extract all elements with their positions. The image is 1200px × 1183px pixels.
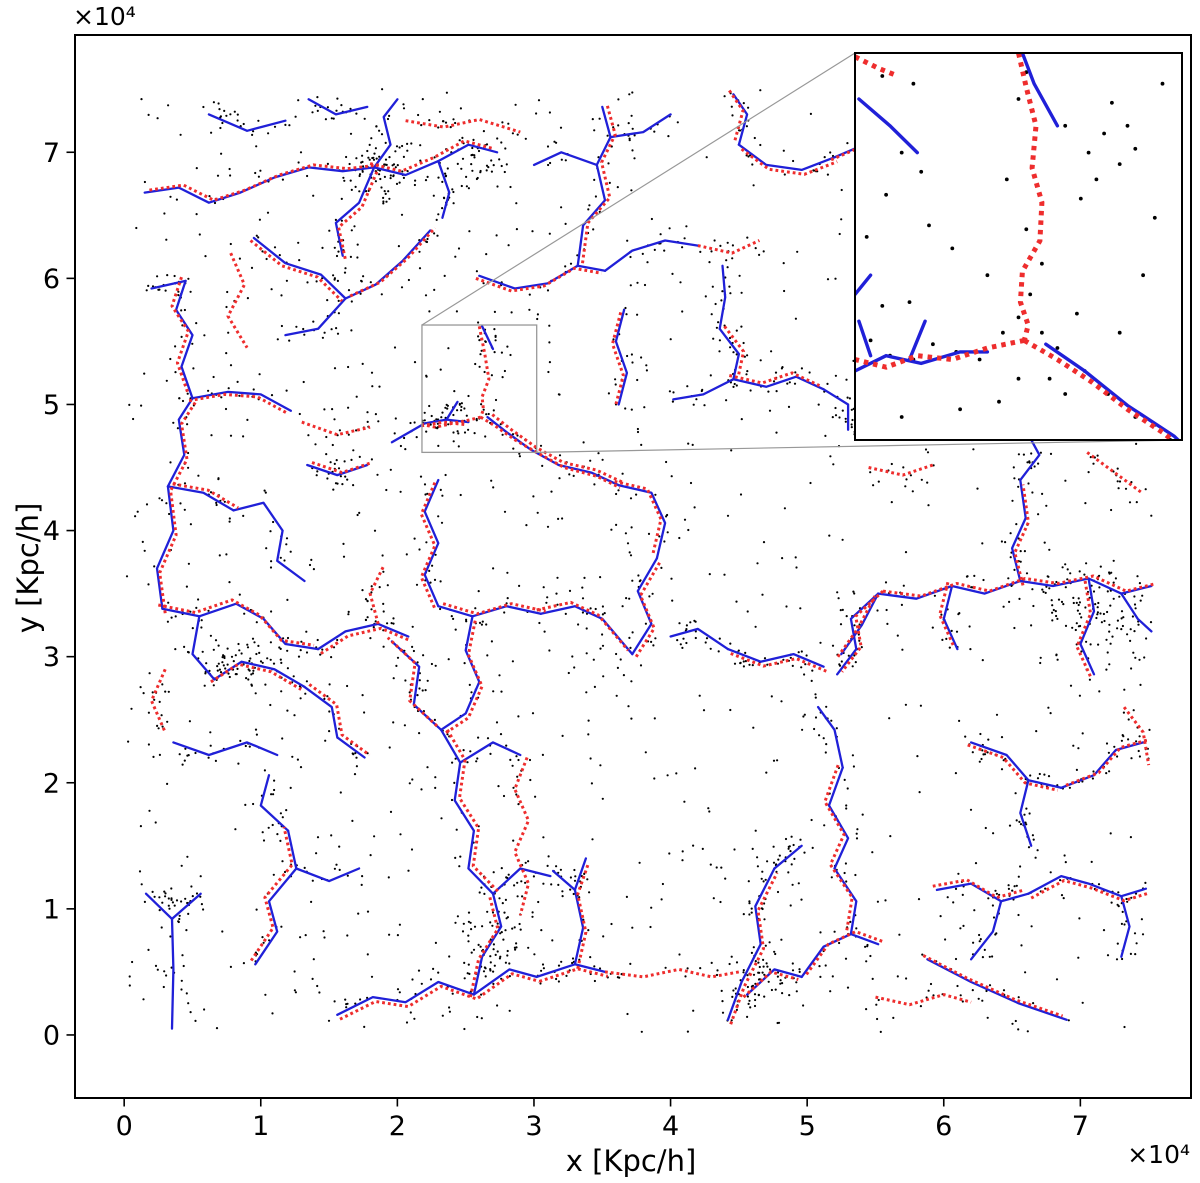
svg-text:1: 1 xyxy=(43,894,60,925)
inset-panel xyxy=(854,52,1183,441)
axes-frame xyxy=(74,34,1192,1099)
main-plot-area xyxy=(125,88,1157,1033)
svg-text:3: 3 xyxy=(43,642,60,673)
zoom-connector-lines xyxy=(421,52,1183,453)
svg-text:7: 7 xyxy=(43,138,60,169)
inset-border xyxy=(854,52,1183,441)
svg-text:2: 2 xyxy=(43,768,60,799)
inset-blue-filaments xyxy=(855,53,1181,440)
svg-text:6: 6 xyxy=(935,1111,952,1142)
svg-text:2: 2 xyxy=(389,1111,406,1142)
x-ticks: 0 1 2 3 4 5 6 7 xyxy=(116,1098,1089,1142)
svg-text:5: 5 xyxy=(799,1111,816,1142)
svg-text:4: 4 xyxy=(43,516,60,547)
x-axis-offset-text: ×10⁴ xyxy=(1127,1140,1190,1169)
y-ticks: 0 1 2 3 4 5 6 7 xyxy=(43,138,75,1051)
x-axis-label: x [Kpc/h] xyxy=(565,1144,697,1178)
svg-text:0: 0 xyxy=(116,1111,133,1142)
svg-text:4: 4 xyxy=(662,1111,679,1142)
svg-text:1: 1 xyxy=(252,1111,269,1142)
svg-text:3: 3 xyxy=(525,1111,542,1142)
zoom-indicator-rect xyxy=(421,324,538,454)
svg-text:6: 6 xyxy=(43,264,60,295)
svg-text:5: 5 xyxy=(43,390,60,421)
svg-text:7: 7 xyxy=(1072,1111,1089,1142)
inset-red-filaments xyxy=(855,53,1177,440)
y-axis-label: y [Kpc/h] xyxy=(11,502,45,634)
y-axis-offset-text: ×10⁴ xyxy=(73,2,136,31)
svg-text:0: 0 xyxy=(43,1020,60,1051)
red-filaments xyxy=(149,89,1157,1025)
